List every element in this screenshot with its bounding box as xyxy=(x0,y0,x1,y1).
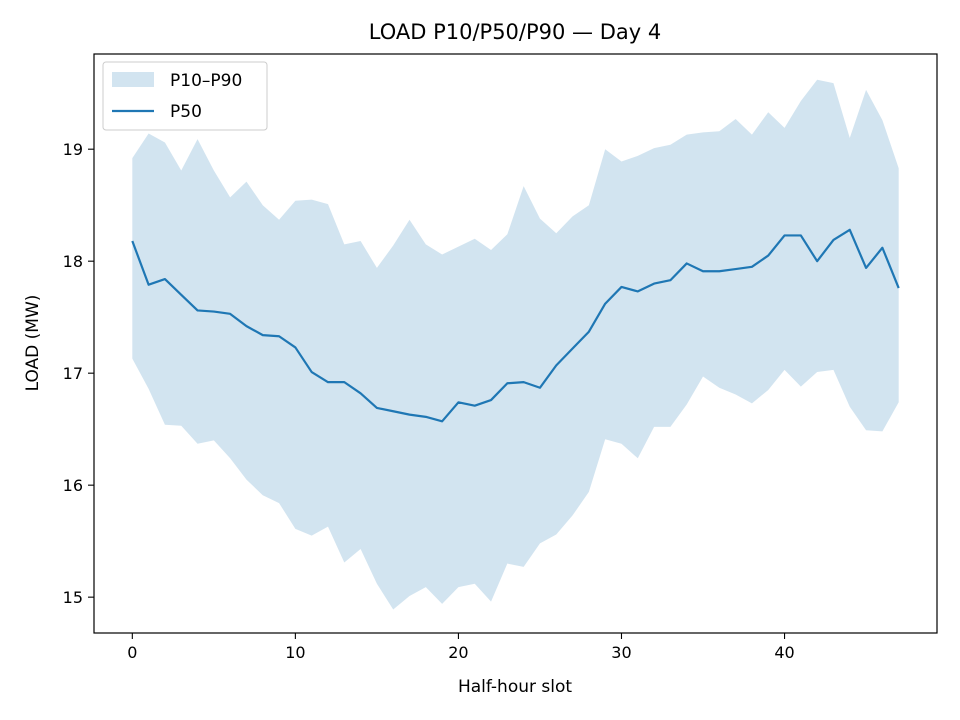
line-p50 xyxy=(131,228,900,423)
y-tick-label: 18 xyxy=(63,252,83,271)
y-tick-label: 17 xyxy=(63,364,83,383)
plot-frame xyxy=(93,53,938,634)
x-tick-label: 20 xyxy=(448,643,468,662)
y-tick-label: 16 xyxy=(63,476,83,495)
x-tick-label: 40 xyxy=(774,643,794,662)
legend-frame xyxy=(102,61,268,131)
legend-swatch-band xyxy=(112,72,154,87)
x-axis-label: Half-hour slot xyxy=(458,677,572,697)
y-tick-label: 15 xyxy=(63,588,83,607)
chart-title: LOAD P10/P50/P90 — Day 4 xyxy=(369,20,661,44)
x-tick-label: 30 xyxy=(611,643,631,662)
x-axis: 0 10 20 30 40 xyxy=(127,633,795,662)
legend: P10–P90 P50 xyxy=(102,61,268,131)
plot-area xyxy=(131,79,900,610)
x-tick-label: 10 xyxy=(285,643,305,662)
band-p10-p90 xyxy=(132,79,899,610)
y-axis-label: LOAD (MW) xyxy=(23,295,43,392)
x-tick-label: 0 xyxy=(127,643,137,662)
legend-label-line: P50 xyxy=(170,102,202,122)
y-axis: 15 16 17 18 19 xyxy=(63,140,94,607)
y-tick-label: 19 xyxy=(63,140,83,159)
legend-label-band: P10–P90 xyxy=(170,71,242,91)
